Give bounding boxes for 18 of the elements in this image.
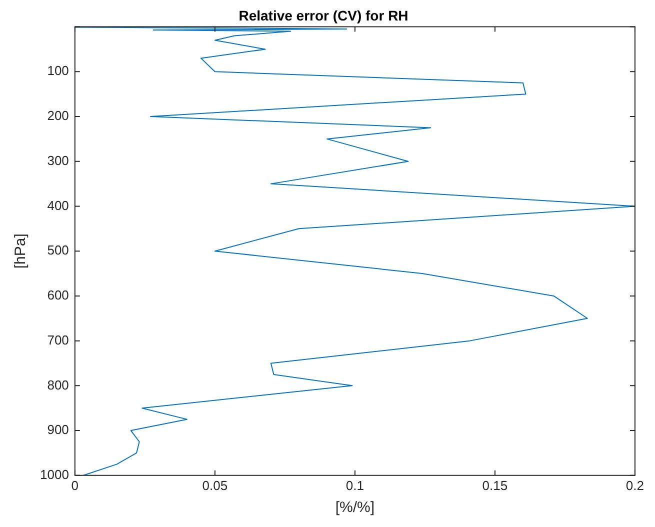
chart-title: Relative error (CV) for RH: [238, 7, 408, 24]
y-tick-label: 800: [47, 377, 69, 392]
y-axis-title: [hPa]: [12, 234, 30, 269]
y-tick-label: 600: [47, 288, 69, 303]
x-tick-label: 0.15: [482, 478, 508, 493]
y-tick-label: 400: [47, 198, 69, 213]
x-axis-title: [%/%]: [335, 499, 375, 516]
y-tick-label: 300: [47, 152, 69, 168]
y-tick-label: 1000: [40, 466, 69, 482]
y-tick-label: 200: [47, 108, 69, 124]
x-tick-label: 0: [71, 478, 79, 493]
y-tick-label: 100: [47, 63, 69, 78]
x-tick-label: 0.1: [346, 478, 364, 493]
x-tick-label: 0.05: [202, 478, 228, 493]
y-tick-label: 900: [47, 422, 69, 438]
y-tick-label: 500: [47, 242, 69, 258]
y-tick-label: 700: [47, 332, 69, 348]
x-tick-label: 0.2: [626, 478, 644, 493]
